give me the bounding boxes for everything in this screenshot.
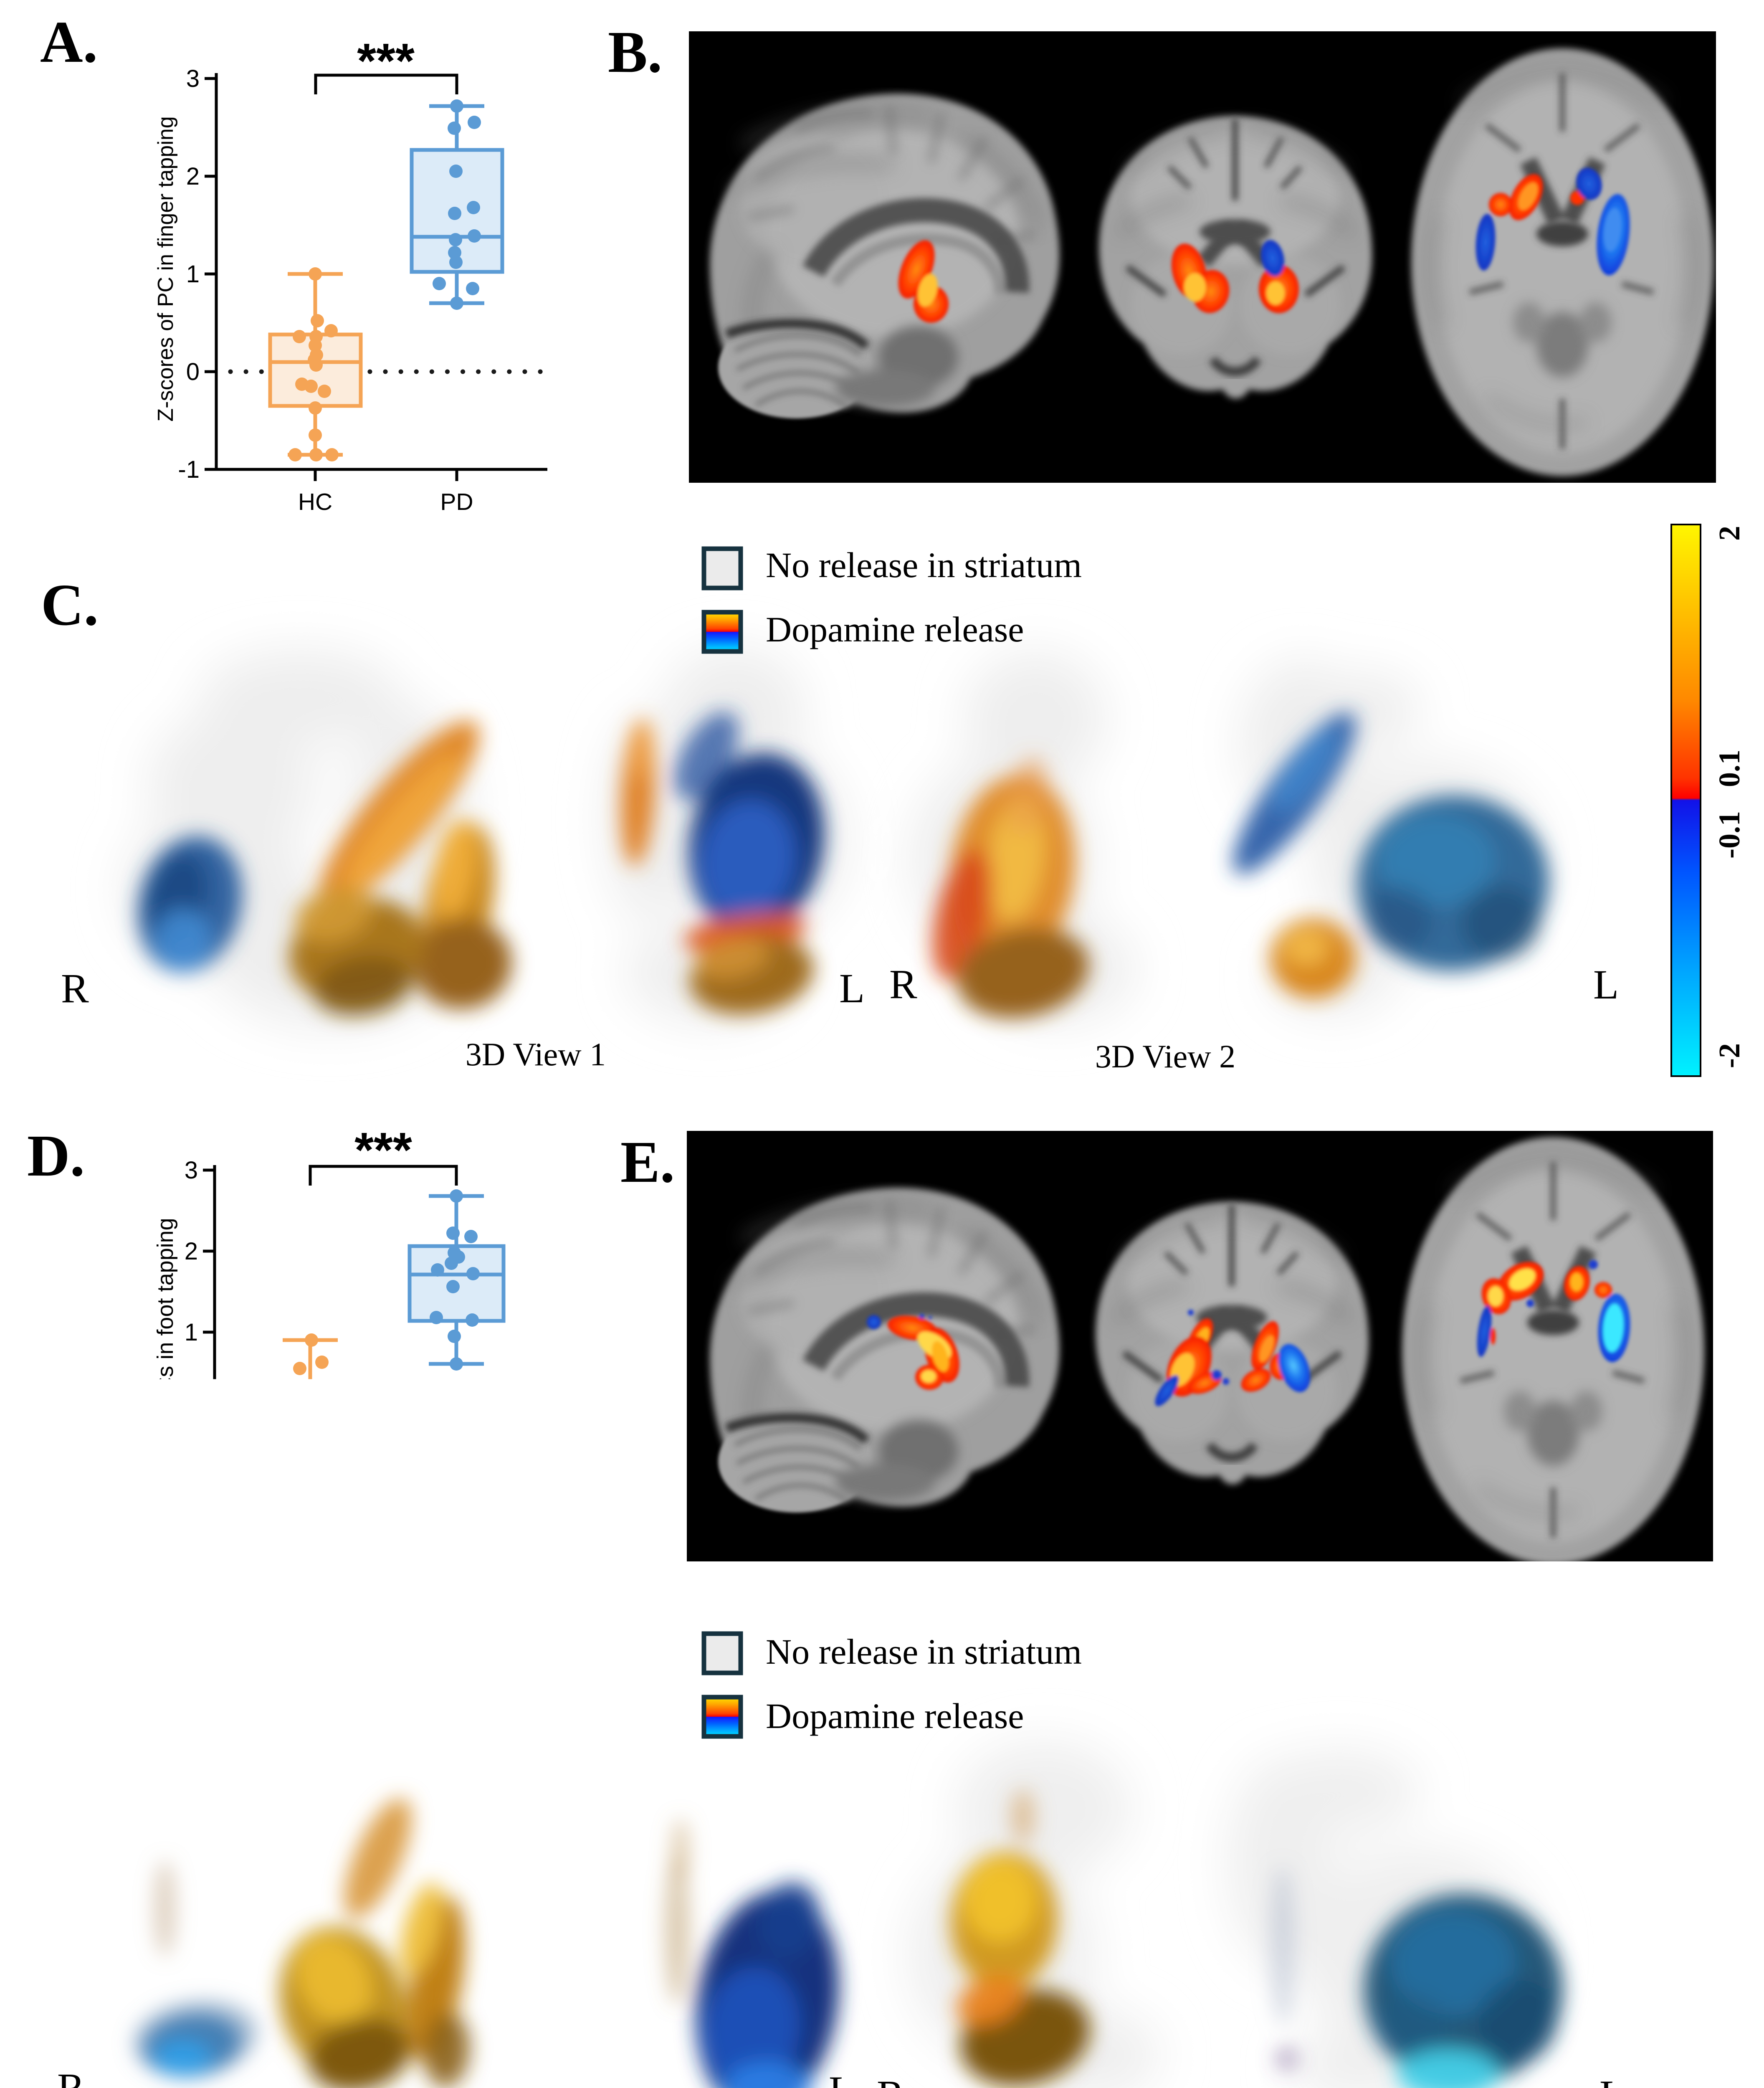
svg-text:-1: -1: [178, 456, 200, 483]
svg-text:0: 0: [185, 1400, 198, 1427]
svg-text:Dopamine release: Dopamine release: [766, 609, 1024, 649]
svg-text:2: 2: [185, 1238, 198, 1265]
svg-text:***: ***: [357, 33, 415, 89]
svg-text:HC: HC: [298, 489, 332, 515]
svg-text:0: 0: [186, 358, 200, 385]
svg-text:3D View 2: 3D View 2: [1095, 1038, 1235, 1074]
svg-text:R: R: [877, 2072, 905, 2088]
svg-text:L: L: [1599, 2072, 1625, 2088]
svg-text:L: L: [839, 965, 865, 1011]
svg-text:0.1: 0.1: [1718, 1824, 1751, 1862]
svg-text:PD: PD: [440, 1607, 473, 1633]
svg-text:L: L: [1593, 961, 1619, 1008]
svg-text:Z-scores of PCs in foot tappin: Z-scores of PCs in foot tapping: [153, 1218, 178, 1527]
svg-text:-0.1: -0.1: [1718, 1883, 1751, 1931]
svg-text:1: 1: [185, 1319, 198, 1346]
svg-text:Dopamine release: Dopamine release: [766, 1696, 1024, 1736]
svg-text:-0.1: -0.1: [1713, 811, 1746, 859]
svg-text:***: ***: [354, 1123, 412, 1178]
svg-text:2: 2: [1713, 526, 1746, 541]
svg-text:3: 3: [185, 1157, 198, 1184]
svg-text:A.: A.: [40, 9, 98, 75]
svg-text:B.: B.: [608, 19, 662, 85]
svg-text:3D View 1: 3D View 1: [466, 1036, 606, 1072]
svg-text:3: 3: [186, 65, 200, 92]
svg-text:Z-scores of PC in finger tappi: Z-scores of PC in finger tapping: [154, 116, 178, 421]
svg-text:2: 2: [1718, 1601, 1751, 1616]
svg-text:L: L: [829, 2068, 854, 2088]
svg-text:1: 1: [186, 261, 200, 288]
svg-text:-2: -2: [1713, 1043, 1746, 1068]
svg-text:R: R: [57, 2065, 85, 2088]
svg-text:R: R: [889, 961, 917, 1007]
svg-text:0.1: 0.1: [1713, 750, 1746, 787]
svg-text:No release in striatum: No release in striatum: [766, 1632, 1082, 1672]
svg-text:PD: PD: [440, 489, 473, 515]
svg-text:R: R: [61, 965, 89, 1011]
svg-text:No release in striatum: No release in striatum: [766, 545, 1082, 585]
svg-text:F.: F.: [28, 1667, 74, 1733]
svg-text:HC: HC: [293, 1607, 327, 1633]
svg-text:C.: C.: [41, 572, 99, 638]
svg-text:-2: -2: [176, 1562, 198, 1589]
svg-text:-1: -1: [176, 1481, 198, 1508]
svg-text:D.: D.: [27, 1123, 85, 1188]
svg-text:E.: E.: [620, 1129, 675, 1195]
svg-text:2: 2: [186, 163, 200, 190]
